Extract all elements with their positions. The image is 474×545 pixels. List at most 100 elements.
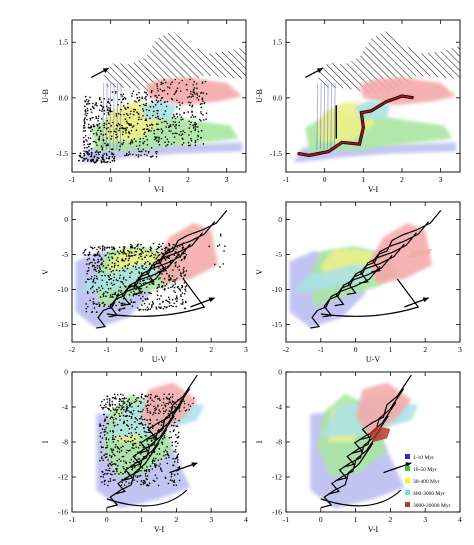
data-point [95,288,98,291]
data-point [108,278,110,281]
data-point [114,436,117,438]
data-point [98,266,101,269]
data-point [150,451,153,453]
y-tick-label: -15 [58,320,68,329]
data-point [109,473,112,475]
data-point [140,395,143,398]
data-point [102,271,105,273]
data-point [173,479,176,482]
data-point [173,115,176,118]
data-point [200,112,203,115]
data-point [197,98,200,101]
data-point [94,140,96,143]
data-point [95,150,98,152]
data-point [96,261,99,264]
data-point [166,143,169,146]
data-point [189,405,192,407]
data-point [106,444,109,447]
data-point [181,258,183,261]
data-point [153,129,155,132]
y-tick-label: -10 [272,285,282,294]
data-point [102,459,105,462]
data-point [119,399,122,401]
data-point [130,110,132,113]
data-point [107,107,109,109]
plot-frame [71,19,247,173]
data-point [105,437,108,439]
data-point [106,281,108,284]
x-axis-label: V-I [368,185,379,194]
data-point [125,441,127,444]
data-point [167,287,170,289]
data-point [218,244,221,246]
data-point [93,125,96,128]
data-point [112,438,114,441]
data-point [172,305,174,308]
data-point [103,97,106,100]
data-point [157,259,160,261]
data-point [118,412,120,415]
data-point [158,138,160,140]
data-point [171,424,173,427]
data-point [136,426,138,428]
data-point [157,412,160,415]
data-point [133,254,136,257]
data-point [162,412,165,415]
data-point [159,467,162,470]
data-point [123,460,125,462]
data-point [111,110,113,113]
data-point [99,435,102,438]
data-point [169,401,172,404]
data-point [189,144,191,147]
data-point [129,247,132,249]
data-point [86,160,89,162]
data-point [108,150,111,153]
data-point [109,409,112,412]
data-point [99,255,101,258]
data-point [130,301,133,303]
data-point [84,105,86,107]
data-point [115,131,117,133]
data-point [176,87,179,89]
data-point [153,480,156,482]
data-point [84,126,86,129]
data-point [134,254,137,256]
data-point [171,479,173,482]
data-point [175,251,177,253]
data-point [168,300,170,303]
data-point [125,462,128,465]
data-point [171,407,174,409]
data-point [168,275,170,278]
data-point [115,279,118,281]
data-point [187,404,190,406]
data-point [109,478,112,480]
data-point [93,268,95,271]
data-point [131,465,134,468]
data-point [159,411,161,413]
data-point [151,468,154,470]
data-point [96,125,99,127]
data-point [144,261,147,264]
data-point [184,300,187,303]
plot-area [293,31,460,163]
data-point [181,253,183,255]
y-tick-label: -12 [272,473,282,482]
data-point [160,280,163,283]
data-point [84,113,87,115]
data-point [106,119,108,122]
data-point [152,303,154,305]
data-point [150,403,152,406]
data-point [102,138,105,141]
data-point [174,125,176,128]
data-point [134,442,137,445]
data-point [135,145,138,148]
data-point [84,248,87,251]
data-point [95,153,98,156]
data-point [114,136,117,139]
data-point [99,424,102,427]
data-point [131,255,134,257]
envelope-track [106,278,206,317]
data-point [168,265,170,267]
data-point [175,445,177,448]
data-point [90,153,93,156]
